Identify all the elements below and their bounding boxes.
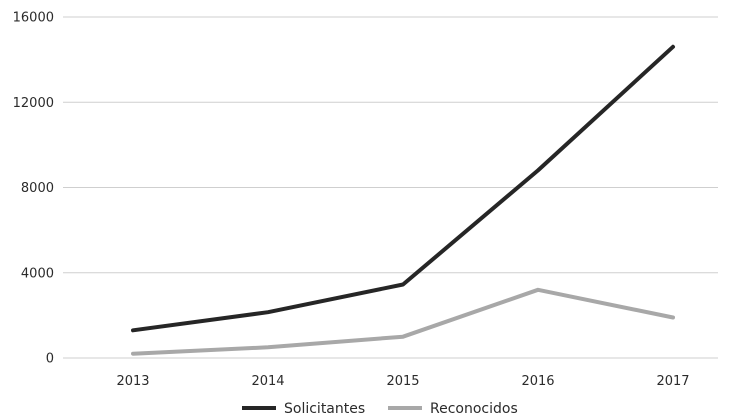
x-axis-ticks: 2013 2014 2015 2016 2017 (116, 374, 689, 389)
series-line-solicitantes (131, 44, 675, 333)
y-tick-label: 16000 (13, 11, 54, 26)
y-tick-label: 0 (46, 352, 54, 367)
series-line-reconocidos (131, 287, 675, 356)
y-tick-label: 8000 (21, 181, 54, 196)
x-tick-label: 2017 (656, 374, 689, 389)
x-tick-label: 2015 (386, 374, 419, 389)
y-tick-label: 4000 (21, 266, 54, 281)
legend: Solicitantes Reconocidos (242, 401, 518, 416)
x-tick-label: 2013 (116, 374, 149, 389)
y-tick-label: 12000 (13, 96, 54, 111)
series-lines (131, 44, 675, 356)
x-tick-label: 2014 (251, 374, 284, 389)
legend-label-solicitantes: Solicitantes (284, 401, 365, 416)
y-axis-ticks: 0 4000 8000 12000 16000 (13, 11, 54, 367)
legend-label-reconocidos: Reconocidos (430, 401, 518, 416)
x-tick-label: 2016 (521, 374, 554, 389)
gridlines (63, 16, 718, 359)
